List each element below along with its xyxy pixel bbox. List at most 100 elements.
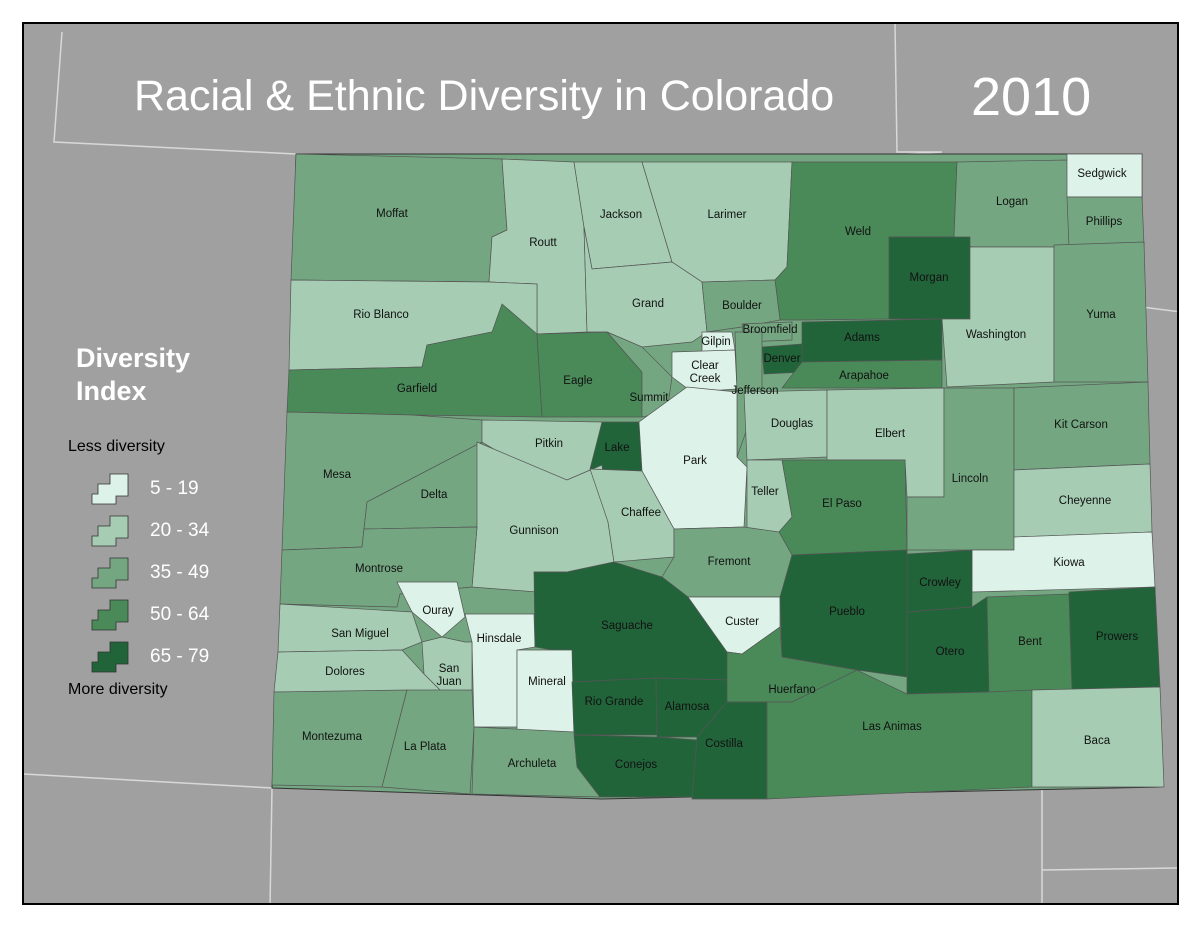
county-label-rio-blanco: Rio Blanco <box>353 309 409 321</box>
map-title: Racial & Ethnic Diversity in Colorado <box>134 72 835 120</box>
county-label-teller: Teller <box>751 486 779 498</box>
state-line-ok-tx <box>1041 867 1177 871</box>
state-line-nm-ok <box>1041 781 1163 903</box>
county-label-jackson: Jackson <box>600 209 642 221</box>
county-label-summit: Summit <box>630 392 670 404</box>
county-label-prowers: Prowers <box>1096 631 1138 643</box>
state-line-ne-ks <box>1141 306 1177 313</box>
county-label-larimer: Larimer <box>708 209 747 221</box>
county-label-hinsdale: Hinsdale <box>477 633 522 645</box>
county-label-yuma: Yuma <box>1086 309 1116 321</box>
county-label-garfield: Garfield <box>397 383 437 395</box>
county-label-dolores: Dolores <box>325 666 365 678</box>
county-label-elbert: Elbert <box>875 428 906 440</box>
county-label-gunnison: Gunnison <box>509 525 558 537</box>
state-line-wy-ut <box>53 31 297 155</box>
legend-label: 20 - 34 <box>150 520 210 541</box>
county-label-jefferson: Jefferson <box>731 385 778 397</box>
county-label-costilla: Costilla <box>705 738 743 750</box>
legend-item: 5 - 19 <box>88 472 258 506</box>
county-label-la-plata: La Plata <box>404 741 447 753</box>
county-label-douglas: Douglas <box>771 418 813 430</box>
legend-label: 65 - 79 <box>150 646 210 667</box>
county-label-arapahoe: Arapahoe <box>839 370 889 382</box>
legend-less-label: Less diversity <box>68 438 165 455</box>
county-label-layer: Moffat Routt Jackson Larimer Weld Logan Sedgwi… <box>302 168 1138 771</box>
county-label-las-animas: Las Animas <box>862 721 922 733</box>
county-label-mesa: Mesa <box>323 469 352 481</box>
county-label-clear-creek: Clear Creek <box>690 360 721 385</box>
county-label-mineral: Mineral <box>528 676 566 688</box>
county-label-denver: Denver <box>763 353 800 365</box>
legend-swatch <box>91 557 129 589</box>
county-label-kit-carson: Kit Carson <box>1054 419 1108 431</box>
county-label-pueblo: Pueblo <box>829 606 865 618</box>
legend-item: 65 - 79 <box>88 640 258 674</box>
county-label-fremont: Fremont <box>708 556 752 568</box>
county-label-adams: Adams <box>844 332 880 344</box>
county-label-conejos: Conejos <box>615 759 657 771</box>
county-label-archuleta: Archuleta <box>508 758 557 770</box>
county-label-cheyenne: Cheyenne <box>1059 495 1111 507</box>
county-ouray <box>396 581 466 638</box>
county-dolores <box>273 649 443 693</box>
county-label-morgan: Morgan <box>910 272 949 284</box>
county-label-park: Park <box>683 455 707 467</box>
colorado-map: Moffat Routt Jackson Larimer Weld Logan Sedgwi… <box>24 24 1177 903</box>
county-label-logan: Logan <box>996 196 1028 208</box>
county-label-lincoln: Lincoln <box>952 473 988 485</box>
map-year: 2010 <box>971 67 1092 127</box>
county-label-routt: Routt <box>529 237 557 249</box>
county-label-pitkin: Pitkin <box>535 438 563 450</box>
legend-more-label: More diversity <box>68 681 168 698</box>
county-san-miguel <box>277 603 423 653</box>
county-label-montrose: Montrose <box>355 563 403 575</box>
legend-label: 50 - 64 <box>150 604 210 625</box>
county-label-phillips: Phillips <box>1086 216 1123 228</box>
legend-title-line1: Diversity <box>76 343 191 373</box>
county-label-boulder: Boulder <box>722 300 762 312</box>
legend-item: 50 - 64 <box>88 598 258 632</box>
legend-swatch <box>91 473 129 505</box>
county-label-montezuma: Montezuma <box>302 731 363 743</box>
county-label-kiowa: Kiowa <box>1053 557 1085 569</box>
county-label-moffat: Moffat <box>376 208 409 220</box>
county-las-animas <box>766 669 1033 800</box>
county-label-eagle: Eagle <box>563 375 592 387</box>
county-la-plata <box>381 689 475 795</box>
county-label-crowley: Crowley <box>919 577 961 589</box>
county-label-grand: Grand <box>632 298 664 310</box>
county-label-san-juan: San Juan <box>437 663 462 688</box>
county-label-el-paso: El Paso <box>822 498 862 510</box>
legend-swatch <box>91 599 129 631</box>
county-label-broomfield: Broomfield <box>743 324 798 336</box>
county-label-otero: Otero <box>936 646 965 658</box>
county-label-custer: Custer <box>725 616 759 628</box>
map-frame: Moffat Routt Jackson Larimer Weld Logan Sedgwi… <box>22 22 1179 905</box>
county-label-bent: Bent <box>1018 636 1042 648</box>
county-label-alamosa: Alamosa <box>665 701 710 713</box>
county-baca <box>1031 686 1165 788</box>
county-label-rio-grande: Rio Grande <box>585 696 644 708</box>
county-label-weld: Weld <box>845 226 871 238</box>
county-mineral <box>516 649 575 733</box>
county-label-baca: Baca <box>1084 735 1111 747</box>
legend-label: 5 - 19 <box>150 478 199 499</box>
legend-swatch <box>91 515 129 547</box>
county-label-sedgwick: Sedgwick <box>1077 168 1126 180</box>
county-label-huerfano: Huerfano <box>768 684 815 696</box>
legend-label: 35 - 49 <box>150 562 210 583</box>
county-label-delta: Delta <box>421 489 448 501</box>
legend-title: Diversity Index <box>76 342 190 408</box>
legend-title-line2: Index <box>76 376 147 406</box>
county-label-san-miguel: San Miguel <box>331 628 389 640</box>
state-line-ut-az <box>24 773 273 903</box>
county-label-chaffee: Chaffee <box>621 507 661 519</box>
legend-item: 35 - 49 <box>88 556 258 590</box>
county-label-lake: Lake <box>605 442 630 454</box>
county-layer <box>271 153 1165 800</box>
legend-swatch <box>91 641 129 673</box>
county-label-saguache: Saguache <box>601 620 653 632</box>
county-label-washington: Washington <box>966 329 1026 341</box>
county-label-gilpin: Gilpin <box>701 336 730 348</box>
